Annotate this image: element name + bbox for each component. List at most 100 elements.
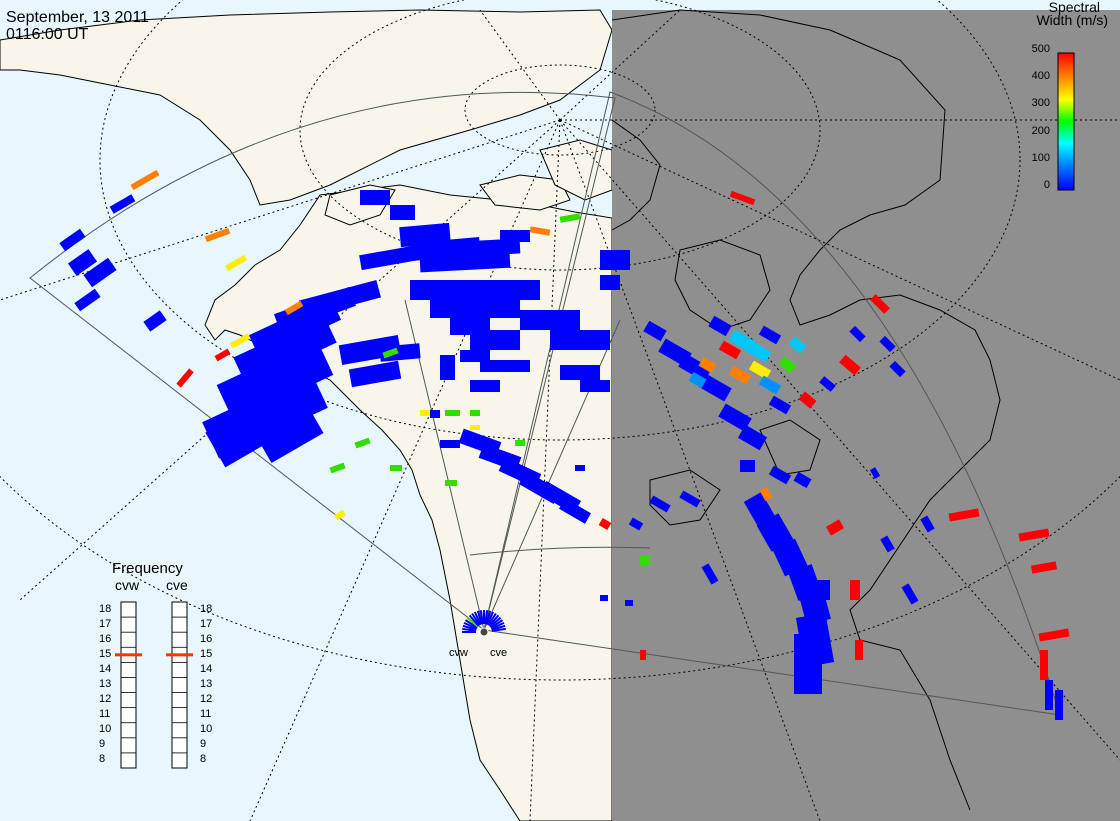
near-range-echo xyxy=(490,619,504,629)
frequency-scale-left: 15 xyxy=(99,647,112,660)
backscatter-cell xyxy=(1055,690,1063,720)
backscatter-cell xyxy=(334,509,346,521)
backscatter-cell xyxy=(229,333,251,349)
backscatter-cell xyxy=(284,300,304,316)
site-label-cvw: cvw xyxy=(449,647,468,659)
near-range-echo xyxy=(484,610,489,625)
backscatter-cell xyxy=(74,288,101,312)
backscatter-cell xyxy=(460,350,490,362)
backscatter-cell xyxy=(176,368,194,388)
backscatter-cell xyxy=(459,238,521,257)
frequency-marker-cve xyxy=(166,653,193,657)
backscatter-cell xyxy=(1018,528,1050,542)
backscatter-cell xyxy=(772,538,808,577)
backscatter-cell xyxy=(879,335,896,353)
backscatter-cell xyxy=(67,249,98,276)
colorbar-title-line2: Width (m/s) xyxy=(1036,12,1108,28)
backscatter-cell xyxy=(718,403,752,432)
near-range-echo xyxy=(489,616,502,628)
freq-box-cvw xyxy=(120,601,137,769)
colorbar-tick: 400 xyxy=(1031,70,1050,83)
frequency-scale-left: 11 xyxy=(99,708,111,721)
backscatter-cell xyxy=(759,486,773,502)
near-range-echo xyxy=(487,612,497,626)
frequency-radar-cve: cve xyxy=(166,577,188,593)
backscatter-cell xyxy=(798,391,817,409)
backscatter-cell xyxy=(560,365,600,380)
backscatter-cell xyxy=(756,513,794,552)
backscatter-cell xyxy=(430,410,440,418)
frequency-scale-left: 14 xyxy=(99,662,112,675)
backscatter-cell xyxy=(598,518,612,530)
near-range-echo xyxy=(466,616,479,628)
colorbar-tick: 500 xyxy=(1031,43,1050,55)
frequency-title: Frequency xyxy=(112,560,183,577)
backscatter-cell xyxy=(740,460,755,472)
backscatter-cell xyxy=(698,356,717,374)
backscatter-cell xyxy=(788,336,807,354)
backscatter-cell xyxy=(500,230,530,242)
backscatter-cell xyxy=(698,373,732,402)
backscatter-cell xyxy=(445,480,457,486)
backscatter-cell xyxy=(718,340,742,360)
backscatter-cell xyxy=(758,375,782,395)
near-range-echo xyxy=(471,612,481,626)
near-range-echo xyxy=(473,611,482,626)
backscatter-cell xyxy=(901,583,919,605)
backscatter-cell xyxy=(625,600,633,606)
backscatter-cell xyxy=(379,343,421,362)
backscatter-cell xyxy=(338,334,402,366)
near-range-echo xyxy=(462,627,477,632)
backscatter-cell xyxy=(470,330,520,350)
cve-fov xyxy=(483,91,1061,716)
backscatter-cell xyxy=(354,437,371,449)
backscatter-cell xyxy=(793,471,812,489)
backscatter-cell xyxy=(359,244,421,271)
backscatter-cell xyxy=(819,376,836,392)
backscatter-cell xyxy=(855,640,863,660)
frequency-scale-left: 17 xyxy=(99,617,112,630)
frequency-radar-cvw: cvw xyxy=(115,577,140,593)
backscatter-cell xyxy=(470,425,480,430)
frequency-scale-left: 9 xyxy=(99,738,106,751)
backscatter-cell xyxy=(214,348,231,362)
backscatter-cell xyxy=(810,580,830,600)
backscatter-cell xyxy=(679,490,701,508)
colorbar-tick: 100 xyxy=(1031,151,1050,164)
colorbar-tick: 300 xyxy=(1031,97,1050,110)
near-range-echo xyxy=(462,624,477,631)
frequency-scale-right: 16 xyxy=(200,632,213,645)
frequency-scale-left: 8 xyxy=(99,753,106,766)
backscatter-cell xyxy=(410,280,540,300)
backscatter-cell xyxy=(480,360,530,372)
backscatter-cell xyxy=(1040,650,1048,680)
backscatter-cell xyxy=(256,407,324,463)
backscatter-cell xyxy=(701,563,719,585)
backscatter-cell xyxy=(640,650,646,660)
backscatter-cell xyxy=(390,465,402,471)
backscatter-cell xyxy=(748,360,772,380)
near-range-echo xyxy=(491,624,506,631)
backscatter-cell xyxy=(559,498,591,524)
frequency-scale-right: 13 xyxy=(200,678,213,690)
backscatter-cell xyxy=(445,410,460,416)
backscatter-cell xyxy=(224,254,248,272)
backscatter-cell xyxy=(743,339,772,363)
near-range-echo xyxy=(491,627,506,632)
backscatter-cell xyxy=(1030,561,1058,574)
backscatter-cell xyxy=(948,508,980,522)
frequency-scale-right: 8 xyxy=(200,753,207,766)
backscatter-cell xyxy=(826,519,844,536)
backscatter-cell xyxy=(299,279,381,319)
backscatter-cell xyxy=(708,315,732,337)
backscatter-cell xyxy=(688,371,707,389)
backscatter-cell xyxy=(839,354,861,376)
backscatter-cell xyxy=(649,495,671,513)
time-label: 0116:00 UT xyxy=(6,26,89,43)
colorbar-tick: 200 xyxy=(1031,124,1050,137)
backscatter-cell xyxy=(678,353,712,382)
frequency-scale-right: 18 xyxy=(200,602,213,615)
backscatter-cell xyxy=(360,190,390,205)
near-range-echo xyxy=(488,614,500,627)
